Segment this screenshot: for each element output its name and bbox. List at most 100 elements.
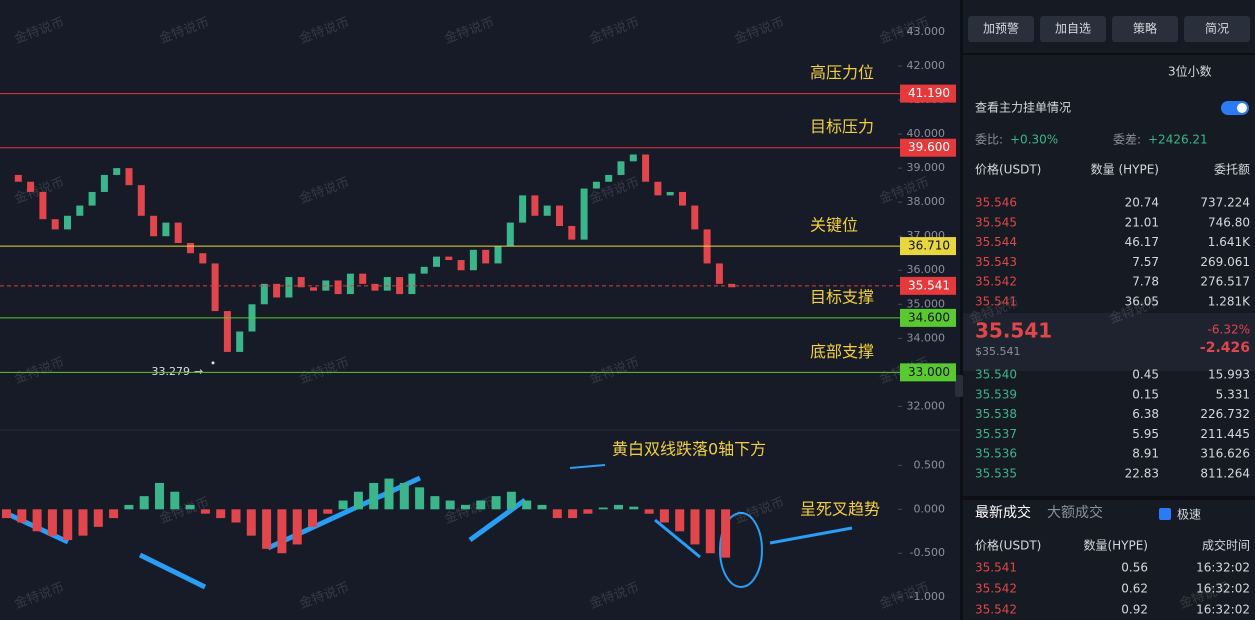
- button-label: 加自选: [1055, 22, 1091, 36]
- candle: [223, 311, 231, 352]
- level-tag-label: 34.600: [908, 310, 950, 324]
- last-price-usd: $35.541: [975, 345, 1021, 358]
- macd-bar: [675, 509, 685, 532]
- speed-checkbox[interactable]: [1159, 508, 1171, 520]
- macd-bar: [399, 482, 409, 510]
- book-cell: 269.061: [1200, 255, 1250, 269]
- macd-bar: [185, 504, 195, 510]
- button[interactable]: [1112, 16, 1178, 42]
- candle: [125, 168, 133, 186]
- level-name: 高压力位: [810, 63, 874, 82]
- book-cell: 21.01: [1125, 215, 1159, 229]
- level-tag-label: 33.000: [908, 365, 950, 379]
- weicha-label: 委差:: [1113, 133, 1141, 147]
- trade-cell: 35.541: [975, 561, 1017, 575]
- macd-bar: [200, 509, 210, 514]
- low-marker-label: 33.279: [152, 365, 191, 378]
- macd-bar: [338, 500, 348, 510]
- button[interactable]: [1040, 16, 1106, 42]
- macd-bar: [583, 509, 593, 514]
- macd-bar: [277, 509, 287, 554]
- candle: [629, 154, 637, 162]
- candle: [64, 215, 71, 230]
- low-marker: [211, 361, 215, 365]
- button[interactable]: [968, 16, 1034, 42]
- candle: [642, 154, 650, 182]
- candle: [113, 168, 121, 175]
- macd-bar: [124, 504, 134, 510]
- candle: [383, 277, 391, 291]
- macd-bar: [2, 509, 11, 519]
- book-cell: 276.517: [1200, 275, 1250, 289]
- button-label: 策略: [1133, 21, 1157, 36]
- book-cell: 7.57: [1132, 255, 1159, 269]
- book-cell: 15.993: [1208, 368, 1250, 382]
- macd-bar: [384, 478, 394, 510]
- macd-bar: [445, 500, 455, 510]
- book-cell: 0.15: [1132, 387, 1159, 401]
- book-cell: 35.540: [975, 368, 1017, 382]
- tab: 最新成交: [975, 504, 1031, 521]
- macd-bar: [552, 509, 562, 519]
- candle: [27, 181, 35, 192]
- book-cell: 35.545: [975, 215, 1017, 229]
- collapse-handle[interactable]: [955, 375, 963, 397]
- candle: [457, 260, 465, 271]
- candle: [310, 287, 317, 291]
- weibi-label: 委比:: [975, 133, 1003, 147]
- macd-bar: [598, 507, 608, 510]
- candle: [260, 283, 268, 305]
- book-header: 数量 (HYPE): [1091, 162, 1159, 177]
- trade-cell: 0.62: [1121, 582, 1148, 596]
- candle: [187, 243, 194, 254]
- candle: [605, 174, 613, 182]
- level-tag: [900, 308, 956, 327]
- candle: [433, 256, 440, 267]
- book-cell: 211.445: [1200, 427, 1250, 441]
- book-cell: 5.95: [1132, 427, 1159, 441]
- candle: [359, 273, 367, 284]
- candle: [654, 181, 662, 196]
- candle: [519, 195, 527, 223]
- macd-bar: [63, 509, 73, 541]
- candle: [100, 174, 108, 192]
- macd-bar: [369, 482, 379, 510]
- decimal-select: 3位小数: [1168, 64, 1212, 79]
- change: -2.426: [1200, 340, 1250, 356]
- macd-bar: [659, 509, 669, 523]
- change-pct: -6.32%: [1208, 323, 1250, 337]
- candle: [506, 222, 514, 247]
- level-tag: [900, 138, 956, 157]
- macd-bar: [155, 482, 164, 510]
- book-cell: 35.544: [975, 235, 1017, 249]
- candle: [162, 222, 170, 237]
- level-tag-label: 41.190: [908, 86, 950, 100]
- y-tick-label: 38.000: [907, 195, 946, 208]
- chart-bg: [0, 0, 960, 620]
- trade-cell: 0.56: [1121, 561, 1148, 575]
- candle: [617, 161, 625, 175]
- book-cell: 35.546: [975, 196, 1017, 210]
- candle: [334, 280, 342, 295]
- macd-bar: [721, 509, 731, 558]
- y-tick-label: 32.000: [907, 399, 946, 412]
- book-cell: 20.74: [1125, 196, 1159, 210]
- highlight-ring: [719, 512, 763, 588]
- candle: [494, 246, 502, 264]
- speed-label: 极速: [1177, 508, 1201, 522]
- trade-cell: 35.542: [975, 603, 1017, 617]
- trade-cell: 16:32:02: [1196, 561, 1250, 575]
- book-cell: 0.45: [1132, 368, 1159, 382]
- toggle-label: 查看主力挂单情况: [975, 101, 1071, 115]
- candle: [691, 205, 699, 230]
- book-cell: 35.535: [975, 467, 1017, 481]
- book-cell: 35.536: [975, 447, 1017, 461]
- button[interactable]: [1184, 16, 1250, 42]
- candle: [14, 174, 22, 182]
- level-tag: [900, 84, 956, 103]
- macd-bar: [292, 509, 302, 545]
- candle: [174, 222, 182, 244]
- book-cell: 1.281K: [1208, 295, 1251, 309]
- candle: [408, 273, 416, 295]
- macd-bar: [415, 487, 425, 510]
